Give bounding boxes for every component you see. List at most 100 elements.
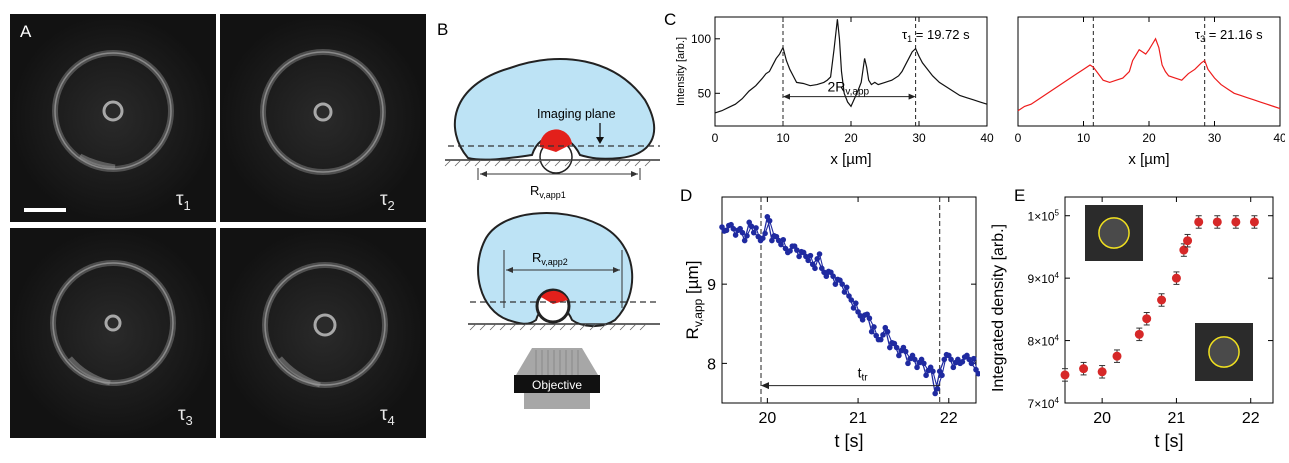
- plot-frame: [1064, 196, 1274, 404]
- radius-point: [739, 229, 746, 236]
- y-tick-label: 9: [707, 277, 716, 294]
- radius-point: [843, 284, 850, 291]
- radius-point: [950, 364, 957, 371]
- schematic-b: Imaging plane Rv,app1 Rv,app2: [444, 58, 660, 409]
- radius-point: [968, 360, 975, 367]
- radius-point: [796, 253, 802, 260]
- radius-point: [823, 273, 830, 280]
- tau-annotation: τ3 = 21.16 s: [1195, 27, 1263, 44]
- radius-point: [921, 360, 927, 367]
- radius-point: [893, 344, 900, 351]
- density-point: [1060, 370, 1070, 380]
- radius-point: [780, 236, 787, 243]
- y-tick-label: 8: [707, 356, 716, 373]
- x-tick-label: 0: [1015, 131, 1022, 145]
- radius-point: [816, 251, 823, 257]
- panel-letter-b: B: [437, 20, 449, 39]
- y-tick-label: 9×104: [1028, 271, 1060, 286]
- radius-point: [948, 356, 954, 363]
- radius-point: [930, 368, 936, 375]
- radius-point: [814, 256, 821, 262]
- radius-point: [723, 227, 730, 234]
- radius-point: [866, 315, 873, 322]
- y-tick-label: 8×104: [1028, 334, 1060, 349]
- radius-point: [766, 217, 773, 224]
- inset-roi-circle: [1098, 217, 1130, 249]
- panel-letter-d: D: [680, 186, 693, 205]
- radius-point: [812, 265, 818, 272]
- x-tick-label: 21: [1168, 410, 1186, 427]
- radius-point: [805, 257, 811, 264]
- radius-point: [850, 305, 857, 311]
- density-point: [1212, 217, 1222, 227]
- radius-point: [848, 297, 855, 303]
- label-tau3: τ3: [178, 404, 193, 428]
- radius-point: [753, 225, 759, 231]
- inset-vesicle: [1098, 217, 1130, 249]
- x-tick-label: 20: [844, 131, 858, 145]
- panel-letter-c: C: [664, 10, 677, 29]
- radius-point: [839, 281, 845, 287]
- chart-intensity-tau1: 0 10 20 30 40 50 100 Intensity [arb.] x [µm] τ1 =…: [675, 16, 994, 168]
- label-tau1: τ1: [176, 189, 191, 213]
- x-tick-label: 20: [758, 410, 776, 427]
- radius-point: [762, 230, 768, 237]
- radius-point: [778, 241, 784, 248]
- density-point: [1194, 217, 1204, 227]
- radius-point: [970, 355, 977, 362]
- radius-point: [914, 364, 920, 371]
- objective-diagram: [514, 348, 600, 409]
- radius-point: [868, 328, 875, 335]
- x-tick-label: 30: [912, 131, 926, 145]
- radius-point: [905, 360, 911, 367]
- radius-point: [794, 247, 800, 253]
- inset-roi-circle: [1208, 336, 1240, 368]
- x-tick-label: 40: [1273, 131, 1285, 145]
- y-tick-label: 1×105: [1028, 209, 1060, 224]
- intensity-profile-line: [714, 19, 988, 114]
- radius-point: [896, 352, 902, 359]
- label-tau2: τ2: [380, 189, 395, 213]
- width-arrow-label: 2Rv,app: [827, 79, 869, 98]
- density-point: [1097, 367, 1107, 377]
- radius-point: [787, 248, 793, 254]
- radius-point: [934, 385, 941, 392]
- x-axis-label: t [s]: [1154, 431, 1183, 451]
- density-point: [1249, 217, 1259, 227]
- vesicle-diagram-1: [444, 58, 660, 180]
- x-tick-label: 0: [712, 131, 719, 145]
- density-point: [1183, 236, 1193, 246]
- chart-radius-vs-time: 20 21 22 8 9Rv,app [µm] t [s] ttr: [683, 196, 980, 451]
- x-tick-label: 20: [1093, 410, 1111, 427]
- arrow-head: [908, 93, 916, 100]
- x-tick-label: 30: [1208, 131, 1222, 145]
- y-tick-label: 7×104: [1028, 396, 1060, 411]
- arrow-head: [783, 93, 790, 100]
- radius-point: [884, 328, 891, 335]
- radius-point: [975, 370, 980, 377]
- x-tick-label: 22: [1242, 410, 1260, 427]
- x-tick-label: 22: [940, 410, 958, 427]
- x-tick-label: 20: [1142, 131, 1156, 145]
- vesicle-diagram-2: [468, 212, 660, 331]
- radius-point: [841, 289, 848, 295]
- radius-point: [769, 237, 775, 244]
- ttr-label: ttr: [858, 365, 869, 384]
- density-point: [1157, 295, 1167, 305]
- radius-point: [744, 233, 750, 239]
- objective-label: Objective: [532, 378, 582, 392]
- r-app1-label: Rv,app1: [530, 183, 566, 200]
- radius-point: [939, 372, 945, 379]
- plot-frame: [721, 196, 977, 404]
- radius-point: [880, 332, 886, 338]
- x-axis-label: t [s]: [834, 431, 863, 451]
- radius-point: [859, 317, 866, 323]
- arrow-head: [761, 382, 770, 390]
- radius-point: [830, 273, 836, 280]
- radius-point: [750, 229, 757, 236]
- radius-point: [932, 390, 938, 397]
- radius-point: [760, 235, 766, 241]
- radius-point: [877, 336, 884, 343]
- chart-intensity-tau3: 0 10 20 30 40 x [µm] τ3 = 21.16 s: [1015, 16, 1285, 168]
- radius-point: [941, 356, 948, 363]
